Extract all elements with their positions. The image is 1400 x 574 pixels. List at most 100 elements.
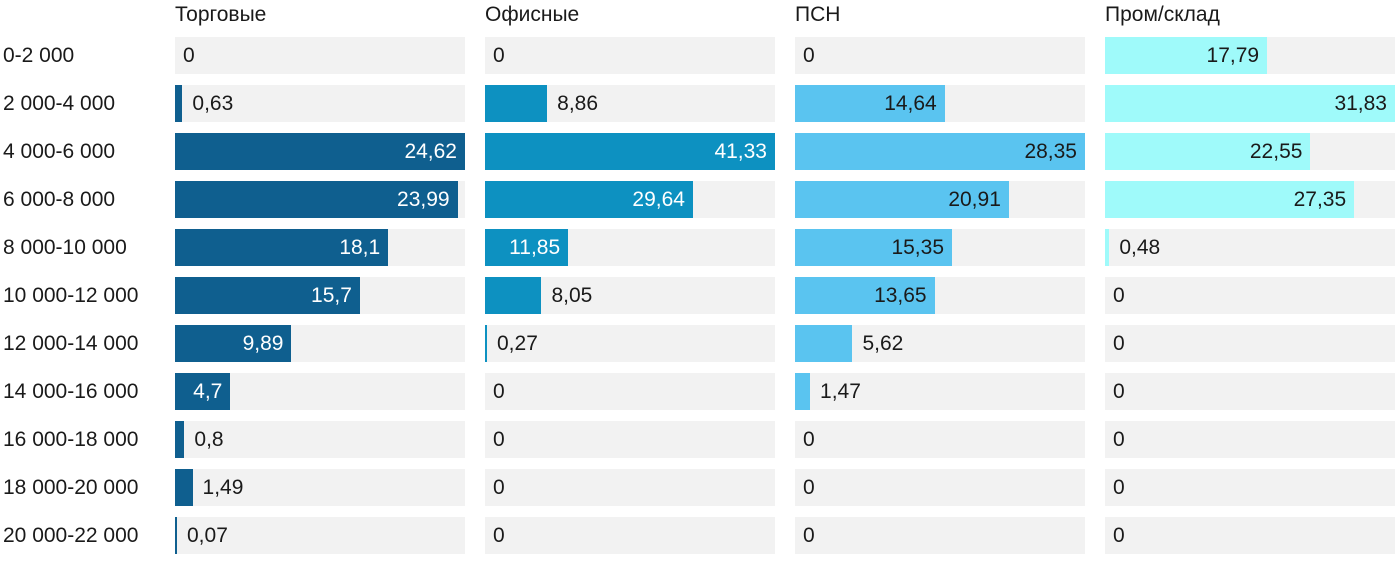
bar-track: 0	[1105, 373, 1395, 410]
bar-track: 0,63	[175, 85, 465, 122]
column-header-ofisnye: Офисные	[485, 3, 580, 26]
bar	[175, 85, 183, 122]
bar-value-label: 27,35	[1293, 187, 1347, 211]
bar: 29,64	[485, 181, 693, 218]
chart-row: 16 000-18 000 0,8 0 0 0	[0, 421, 1400, 458]
row-label: 10 000-12 000	[3, 283, 139, 307]
bar-value-label: 1,49	[202, 475, 244, 499]
bar-track: 13,65	[795, 277, 1085, 314]
bar-track: 28,35	[795, 133, 1085, 170]
bar-value-label: 0	[803, 475, 815, 499]
bar: 27,35	[1105, 181, 1355, 218]
bar-value-label: 15,35	[891, 235, 945, 259]
bar	[485, 325, 487, 362]
bar	[1105, 229, 1110, 266]
bar: 20,91	[795, 181, 1009, 218]
chart-row: 14 000-16 000 4,7 0 1,47 0	[0, 373, 1400, 410]
row-label: 4 000-6 000	[3, 139, 116, 163]
bar-track: 23,99	[175, 181, 465, 218]
bar-track: 0	[175, 37, 465, 74]
bar-track: 29,64	[485, 181, 775, 218]
bar-track: 0	[485, 517, 775, 554]
bar: 17,79	[1105, 37, 1268, 74]
bar-track: 17,79	[1105, 37, 1395, 74]
bar-value-label: 0	[1113, 523, 1125, 547]
bar-value-label: 20,91	[948, 187, 1001, 211]
bar	[175, 469, 193, 506]
bar	[795, 325, 853, 362]
bar-value-label: 13,65	[874, 283, 927, 307]
bar-track: 0	[1105, 421, 1395, 458]
column-header-psn: ПСН	[795, 3, 841, 26]
bar-track: 0	[795, 37, 1085, 74]
bar-value-label: 0,07	[187, 523, 228, 547]
bar-track: 0	[795, 469, 1085, 506]
column-header-prom-sklad: Пром/склад	[1105, 3, 1220, 26]
bar-value-label: 0	[493, 379, 505, 403]
bar-value-label: 5,62	[862, 331, 904, 355]
chart-row: 4 000-6 000 24,62 41,33 28,35 22,55	[0, 133, 1400, 170]
bar-value-label: 4,7	[193, 379, 223, 403]
bar-value-label: 0	[493, 475, 505, 499]
bar-track: 0	[485, 421, 775, 458]
bar: 41,33	[485, 133, 775, 170]
bar: 22,55	[1105, 133, 1311, 170]
bar: 13,65	[795, 277, 935, 314]
bar	[485, 277, 542, 314]
bar-track: 8,86	[485, 85, 775, 122]
bar-track: 22,55	[1105, 133, 1395, 170]
chart-row: 18 000-20 000 1,49 0 0 0	[0, 469, 1400, 506]
bar-track: 0	[485, 37, 775, 74]
bar-value-label: 0	[1113, 427, 1125, 451]
bar-track: 31,83	[1105, 85, 1395, 122]
bar-track: 27,35	[1105, 181, 1395, 218]
bar-track: 15,35	[795, 229, 1085, 266]
row-label: 0-2 000	[3, 43, 75, 67]
bar-track: 15,7	[175, 277, 465, 314]
bar-track: 0	[1105, 469, 1395, 506]
bar-value-label: 0	[1113, 379, 1125, 403]
bar-track: 9,89	[175, 325, 465, 362]
bar-track: 0,27	[485, 325, 775, 362]
bar-track: 24,62	[175, 133, 465, 170]
bar-track: 0	[1105, 277, 1395, 314]
chart-row: 12 000-14 000 9,89 0,27 5,62 0	[0, 325, 1400, 362]
bar-value-label: 14,64	[884, 91, 937, 115]
bar-value-label: 8,86	[557, 91, 599, 115]
bar-track: 0	[1105, 517, 1395, 554]
column-headers-row: Торговые Офисные ПСН Пром/склад	[0, 0, 1400, 37]
bar-value-label: 8,05	[551, 283, 593, 307]
bar-value-label: 0	[1113, 283, 1125, 307]
bar-value-label: 0	[1113, 475, 1125, 499]
bar: 15,35	[795, 229, 953, 266]
bar-value-label: 1,47	[820, 379, 861, 403]
bar-track: 5,62	[795, 325, 1085, 362]
bar: 28,35	[795, 133, 1085, 170]
bar-value-label: 0	[493, 43, 505, 67]
bar	[795, 373, 811, 410]
bar-track: 0	[1105, 325, 1395, 362]
bar-value-label: 0,27	[497, 331, 538, 355]
bar-track: 14,64	[795, 85, 1085, 122]
bar: 23,99	[175, 181, 458, 218]
chart-row: 20 000-22 000 0,07 0 0 0	[0, 517, 1400, 554]
bar-value-label: 0,48	[1119, 235, 1161, 259]
bar-track: 1,47	[795, 373, 1085, 410]
bar: 14,64	[795, 85, 945, 122]
bar-track: 0,48	[1105, 229, 1395, 266]
bar: 4,7	[175, 373, 231, 410]
bar: 15,7	[175, 277, 360, 314]
bar-track: 41,33	[485, 133, 775, 170]
bar	[175, 517, 177, 554]
bar-track: 18,1	[175, 229, 465, 266]
bar-value-label: 9,89	[242, 331, 284, 355]
column-header-torgovye: Торговые	[175, 3, 267, 26]
bar-value-label: 17,79	[1206, 43, 1260, 67]
bar-value-label: 11,85	[509, 235, 561, 259]
bar-value-label: 0	[493, 523, 505, 547]
bar-track: 0	[485, 373, 775, 410]
bar-track: 0	[795, 517, 1085, 554]
bar-value-label: 0	[803, 427, 815, 451]
row-label: 2 000-4 000	[3, 91, 116, 115]
